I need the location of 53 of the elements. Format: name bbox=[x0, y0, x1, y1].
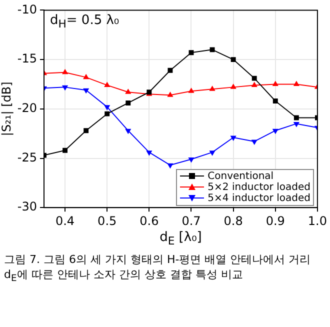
y-axis-title: |S₂₁| [dB] bbox=[0, 82, 14, 136]
point bbox=[252, 76, 257, 81]
point bbox=[84, 128, 89, 134]
point bbox=[272, 80, 278, 86]
point bbox=[251, 140, 258, 145]
point bbox=[168, 68, 173, 73]
point bbox=[188, 88, 194, 93]
point bbox=[167, 92, 174, 97]
annotation: d$_{H}$= 0.5 λ₀ bbox=[50, 13, 120, 31]
point bbox=[294, 115, 299, 120]
point bbox=[188, 50, 194, 56]
x-tick-label: 0.8 bbox=[224, 214, 243, 228]
legend-label: Conventional bbox=[208, 170, 274, 182]
point bbox=[125, 128, 132, 134]
point bbox=[146, 150, 152, 156]
y-tick-label: -10 bbox=[17, 2, 37, 16]
point bbox=[62, 85, 68, 91]
point bbox=[125, 88, 132, 94]
point bbox=[230, 57, 236, 62]
point bbox=[126, 100, 131, 106]
y-tick-label: -20 bbox=[17, 101, 37, 116]
y-tick-label: -15 bbox=[17, 52, 37, 66]
point bbox=[272, 98, 278, 104]
point bbox=[62, 68, 68, 74]
point bbox=[104, 82, 110, 87]
point bbox=[83, 88, 90, 94]
point bbox=[251, 82, 258, 87]
x-tick-label: 0.7 bbox=[182, 214, 201, 228]
x-tick-label: 0.6 bbox=[140, 214, 159, 228]
x-tick-label: 1.0 bbox=[308, 214, 328, 228]
point bbox=[230, 136, 236, 142]
caption: 그림 7. 그림 6의 세 가지 형태의 H-평면 배열 안테나에서 거리 d$_{E}$에 따른 안테나 소자 간의 상호 결합 특성 비교 bbox=[4, 252, 312, 286]
point bbox=[104, 105, 110, 110]
point bbox=[167, 163, 174, 169]
y-tick-label: -30 bbox=[17, 200, 37, 214]
point bbox=[188, 157, 194, 163]
point bbox=[272, 128, 278, 134]
point bbox=[104, 111, 110, 116]
x-tick-label: 0.4 bbox=[55, 214, 75, 228]
legend-label: 5×2 inductor loaded bbox=[208, 182, 310, 193]
x-axis-title: d$_{E}$ [λ₀] bbox=[158, 230, 203, 248]
y-tick-label: -25 bbox=[17, 150, 37, 164]
point bbox=[293, 122, 300, 128]
legend-label: 5×4 inductor loaded bbox=[208, 192, 310, 204]
point bbox=[230, 84, 236, 89]
point bbox=[83, 74, 90, 80]
point bbox=[209, 86, 216, 91]
point bbox=[293, 80, 300, 86]
x-tick-label: 0.9 bbox=[266, 214, 285, 228]
point bbox=[210, 47, 215, 52]
point bbox=[209, 150, 216, 156]
x-tick-label: 0.5 bbox=[98, 214, 117, 228]
point bbox=[62, 148, 68, 153]
